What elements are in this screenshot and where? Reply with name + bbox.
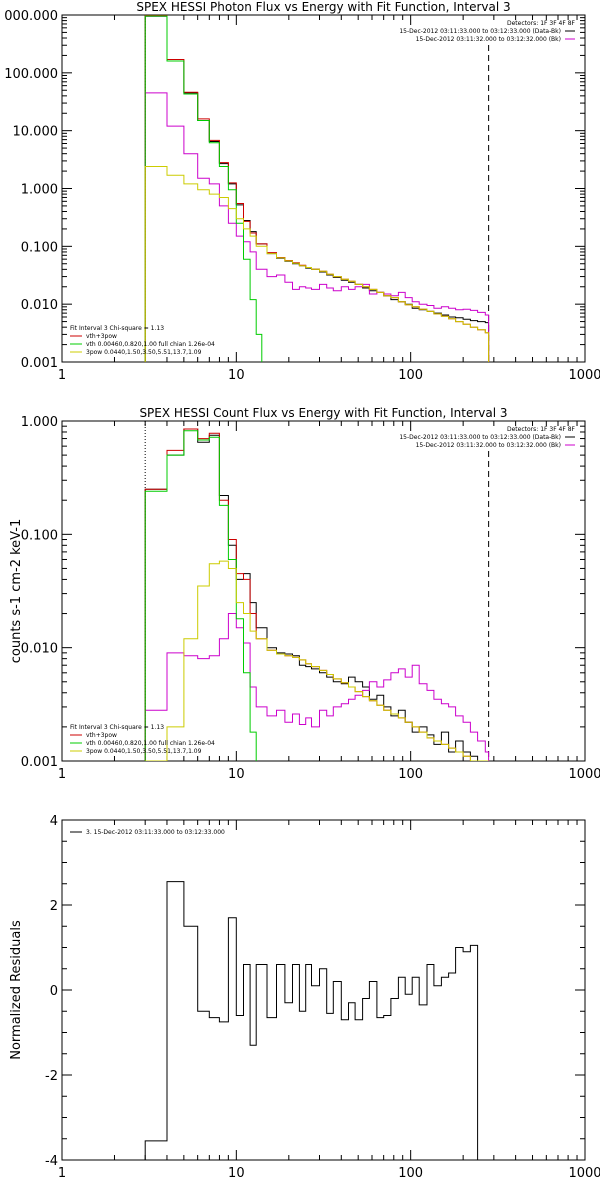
legend-right-entry: 15-Dec-2012 03:11:32.000 to 03:12:32.000… — [416, 36, 561, 43]
x-tick-label: 1000 — [568, 368, 600, 383]
series-line-vth — [144, 15, 263, 362]
series-line-data-bk — [144, 15, 490, 362]
y-tick-label: 2 — [50, 899, 58, 914]
y-tick-label: 1.000 — [21, 415, 58, 430]
y-tick-label: 0.100 — [21, 240, 58, 255]
series-line-vth-3pow — [144, 428, 489, 761]
x-tick-label: 10 — [228, 767, 245, 782]
y-tick-label: 0.100 — [21, 528, 58, 543]
plot-frame — [61, 14, 586, 363]
y-tick-label: -4 — [45, 1154, 58, 1169]
x-tick-label: 100 — [398, 1166, 423, 1181]
detectors-label: Detectors: 1F 3F 4F 8F — [507, 20, 576, 27]
y-tick-label: 1.000 — [21, 183, 58, 198]
fit-interval-label: Fit Interval 3 Chi-square = 1.13 — [70, 325, 164, 332]
legend-entry: 3. 15-Dec-2012 03:11:33.000 to 03:12:33.… — [86, 829, 225, 836]
legend-right-entry: 15-Dec-2012 03:11:32.000 to 03:12:32.000… — [416, 442, 561, 449]
legend-left-entry: vth+3pow — [86, 732, 117, 739]
x-tick-label: 1000 — [568, 1166, 600, 1181]
y-tick-label: 000.000 — [4, 9, 58, 24]
x-tick-label: 10 — [228, 1166, 245, 1181]
legend-right-entry: 15-Dec-2012 03:11:33.000 to 03:12:33.000… — [399, 28, 561, 35]
y-tick-label: 0.010 — [21, 298, 58, 313]
y-tick-label: 0.001 — [21, 755, 58, 770]
y-tick-label: 10.000 — [13, 125, 59, 140]
y-tick-label: 0.001 — [21, 356, 58, 371]
chart-title: SPEX HESSI Photon Flux vs Energy with Fi… — [136, 0, 510, 14]
series-line-3pow — [145, 560, 489, 761]
x-tick-label: 1000 — [568, 767, 600, 782]
legend-right-entry: 15-Dec-2012 03:11:33.000 to 03:12:33.000… — [399, 434, 561, 441]
series-group — [144, 881, 490, 1160]
y-tick-label: 4 — [50, 814, 58, 829]
series-line-vth — [144, 430, 257, 761]
series-line-bk — [144, 613, 490, 761]
legend-left-entry: 3pow 0.0440,1.50,3.50,5.51,13.7,1.09 — [86, 349, 202, 356]
detectors-label: Detectors: 1F 3F 4F 8F — [507, 426, 576, 433]
series-line-3-15-dec-2012-03-11-33-000-to-03-12-33-000 — [144, 881, 490, 1160]
legend-left-entry: vth+3pow — [86, 333, 117, 340]
legend-left-entry: vth 0.00460,0.820,1.00 full chian 1.26e-… — [86, 341, 215, 348]
series-line-3pow — [144, 166, 490, 362]
series-line-bk — [144, 92, 490, 362]
x-tick-label: 100 — [398, 368, 423, 383]
plot-frame — [61, 420, 586, 762]
y-axis-label: Normalized Residuals — [9, 920, 24, 1060]
y-axis-label: counts s-1 cm-2 keV-1 — [9, 519, 24, 664]
chart-title: SPEX HESSI Count Flux vs Energy with Fit… — [139, 406, 507, 420]
x-tick-label: 1 — [58, 1166, 66, 1181]
x-tick-label: 100 — [398, 767, 423, 782]
y-tick-label: 0.010 — [21, 642, 58, 657]
y-tick-label: 100.000 — [4, 67, 58, 82]
fit-interval-label: Fit Interval 3 Chi-square = 1.13 — [70, 724, 164, 731]
series-line-vth-3pow — [144, 15, 490, 362]
y-tick-label: 0 — [50, 984, 58, 999]
y-tick-label: -2 — [45, 1069, 58, 1084]
plot-frame — [61, 819, 586, 1161]
series-line-data-bk — [144, 428, 489, 761]
legend-left-entry: vth 0.00460,0.820,1.00 full chian 1.26e-… — [86, 740, 215, 747]
series-group — [144, 428, 490, 761]
x-tick-label: 10 — [228, 368, 245, 383]
legend-left-entry: 3pow 0.0440,1.50,3.50,5.51,13.7,1.09 — [86, 748, 202, 755]
x-tick-label: 1 — [58, 368, 66, 383]
x-tick-label: 1 — [58, 767, 66, 782]
series-group — [144, 15, 490, 362]
